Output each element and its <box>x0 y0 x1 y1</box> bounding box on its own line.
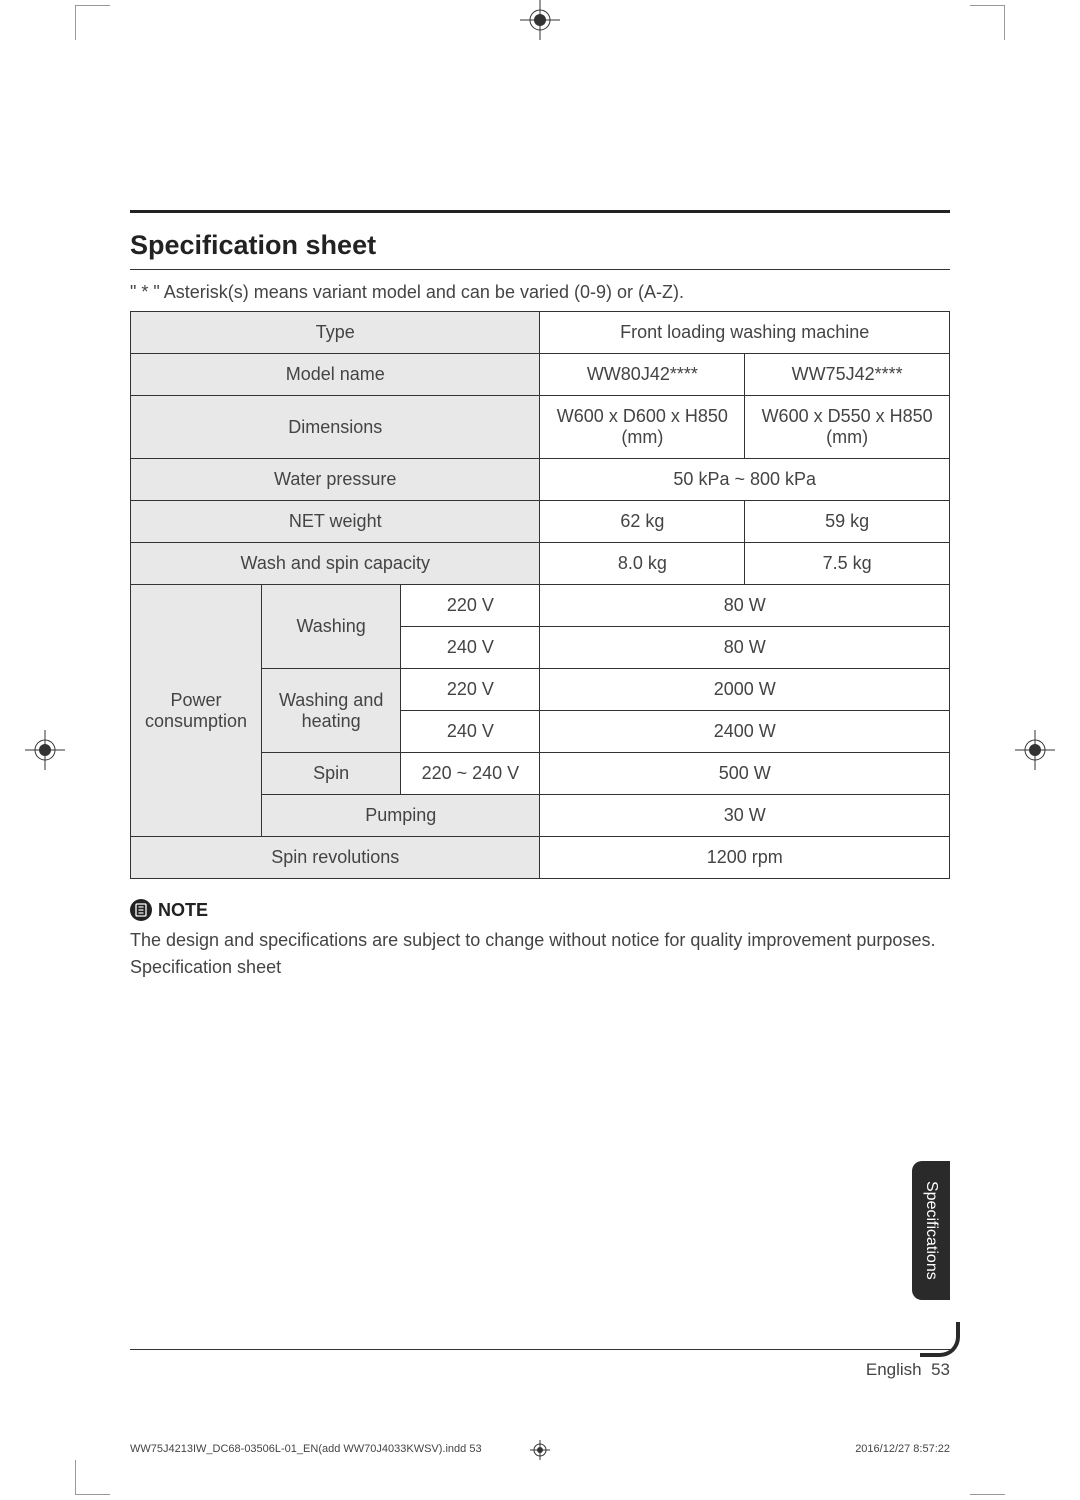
registration-mark-left <box>25 730 65 770</box>
language-label: English <box>866 1360 922 1379</box>
registration-mark-right <box>1015 730 1055 770</box>
table-row: NET weight 62 kg 59 kg <box>131 501 950 543</box>
spec-label: Wash and spin capacity <box>131 543 540 585</box>
spec-label: Water pressure <box>131 459 540 501</box>
print-metadata-right: 2016/12/27 8:57:22 <box>855 1443 950 1455</box>
registration-mark-top <box>520 0 560 40</box>
section-side-tab: Specifications <box>912 1161 950 1300</box>
power-consumption-label: Power consumption <box>131 585 262 837</box>
washing-heating-label: Washing and heating <box>262 669 401 753</box>
asterisk-note: " * " Asterisk(s) means variant model an… <box>130 282 950 303</box>
page-footer: English 53 <box>866 1360 950 1380</box>
spec-value: 8.0 kg <box>540 543 745 585</box>
voltage-cell: 220 V <box>401 669 540 711</box>
spec-value: 62 kg <box>540 501 745 543</box>
spec-value: 50 kPa ~ 800 kPa <box>540 459 950 501</box>
voltage-cell: 240 V <box>401 627 540 669</box>
spin-revolutions-label: Spin revolutions <box>131 837 540 879</box>
crop-corner-top-left <box>75 5 110 40</box>
table-row: Spin revolutions 1200 rpm <box>131 837 950 879</box>
spec-value: 2000 W <box>540 669 950 711</box>
table-row: Power consumption Washing 220 V 80 W <box>131 585 950 627</box>
spec-value: 59 kg <box>745 501 950 543</box>
table-row: Dimensions W600 x D600 x H850 (mm) W600 … <box>131 396 950 459</box>
spec-value: WW80J42**** <box>540 354 745 396</box>
spec-value: 500 W <box>540 753 950 795</box>
spec-value: 7.5 kg <box>745 543 950 585</box>
voltage-cell: 220 V <box>401 585 540 627</box>
note-icon <box>130 899 152 921</box>
spec-label: Type <box>131 312 540 354</box>
spin-label: Spin <box>262 753 401 795</box>
spec-value: W600 x D550 x H850 (mm) <box>745 396 950 459</box>
spec-label: Dimensions <box>131 396 540 459</box>
crop-corner-bottom-left <box>75 1460 110 1495</box>
spec-value: 2400 W <box>540 711 950 753</box>
crop-corner-bottom-right <box>970 1460 1005 1495</box>
spec-value: WW75J42**** <box>745 354 950 396</box>
section-top-rule <box>130 210 950 213</box>
note-body: The design and specifications are subjec… <box>130 927 950 981</box>
registration-mark-bottom <box>530 1440 550 1460</box>
page-corner-accent <box>920 1322 960 1357</box>
table-row: Type Front loading washing machine <box>131 312 950 354</box>
table-row: Water pressure 50 kPa ~ 800 kPa <box>131 459 950 501</box>
spec-value: 1200 rpm <box>540 837 950 879</box>
voltage-cell: 220 ~ 240 V <box>401 753 540 795</box>
spec-value: 80 W <box>540 627 950 669</box>
spec-value: 80 W <box>540 585 950 627</box>
main-content: Specification sheet " * " Asterisk(s) me… <box>130 230 950 981</box>
washing-label: Washing <box>262 585 401 669</box>
spec-value: Front loading washing machine <box>540 312 950 354</box>
spec-value: W600 x D600 x H850 (mm) <box>540 396 745 459</box>
note-label-text: NOTE <box>158 900 208 921</box>
spec-label: NET weight <box>131 501 540 543</box>
pumping-label: Pumping <box>262 795 540 837</box>
crop-corner-top-right <box>970 5 1005 40</box>
footer-rule <box>130 1349 950 1350</box>
table-row: Wash and spin capacity 8.0 kg 7.5 kg <box>131 543 950 585</box>
section-title: Specification sheet <box>130 230 950 270</box>
spec-value: 30 W <box>540 795 950 837</box>
page-number: 53 <box>931 1360 950 1379</box>
print-metadata-left: WW75J4213IW_DC68-03506L-01_EN(add WW70J4… <box>130 1443 482 1455</box>
spec-label: Model name <box>131 354 540 396</box>
note-heading: NOTE <box>130 899 950 921</box>
table-row: Model name WW80J42**** WW75J42**** <box>131 354 950 396</box>
voltage-cell: 240 V <box>401 711 540 753</box>
specification-table: Type Front loading washing machine Model… <box>130 311 950 879</box>
